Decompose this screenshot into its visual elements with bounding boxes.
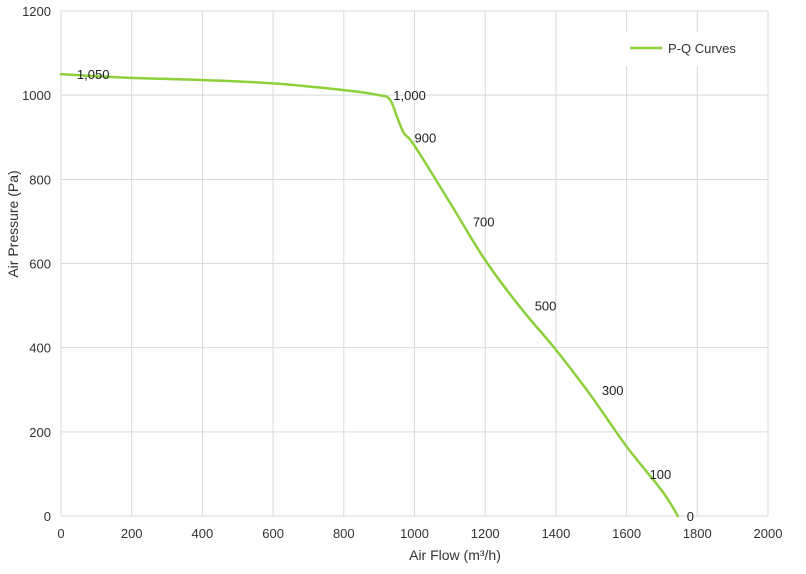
x-tick-label-800: 800	[333, 526, 355, 541]
legend-label-pq: P-Q Curves	[668, 41, 736, 56]
data-label-3: 700	[473, 214, 495, 229]
x-tick-label-1600: 1600	[612, 526, 641, 541]
x-tick-labels: 0 200 400 600 800 1000 1200 1400 1600 1800 2000	[57, 526, 782, 541]
data-label-7: 0	[687, 509, 694, 524]
data-label-1: 1,000	[393, 88, 426, 103]
x-tick-label-600: 600	[262, 526, 284, 541]
x-tick-label-1400: 1400	[541, 526, 570, 541]
x-tick-label-1000: 1000	[400, 526, 429, 541]
x-tick-label-0: 0	[57, 526, 64, 541]
data-label-6: 100	[650, 467, 672, 482]
data-label-0: 1,050	[77, 67, 110, 82]
legend: P-Q Curves	[618, 32, 758, 66]
series-layer	[59, 72, 680, 518]
y-tick-label-0: 0	[44, 509, 51, 524]
y-tick-label-400: 400	[29, 341, 51, 356]
y-tick-labels: 0 200 400 600 800 1000 1200	[22, 4, 51, 524]
x-tick-label-1800: 1800	[683, 526, 712, 541]
data-label-5: 300	[602, 383, 624, 398]
grid	[60, 10, 769, 517]
y-axis-title: Air Pressure (Pa)	[5, 170, 21, 277]
data-label-4: 500	[535, 299, 557, 314]
y-tick-label-1000: 1000	[22, 88, 51, 103]
y-tick-label-1200: 1200	[22, 4, 51, 19]
series-line-0	[59, 72, 680, 518]
data-label-2: 900	[415, 130, 437, 145]
data-labels: 1,050 1,000 900 700 500 300 100 0	[77, 67, 694, 524]
y-tick-label-600: 600	[29, 257, 51, 272]
x-axis-title: Air Flow (m³/h)	[409, 547, 501, 563]
x-tick-label-2000: 2000	[754, 526, 783, 541]
x-tick-label-200: 200	[121, 526, 143, 541]
x-tick-label-1200: 1200	[471, 526, 500, 541]
y-tick-label-800: 800	[29, 172, 51, 187]
y-tick-label-200: 200	[29, 425, 51, 440]
x-tick-label-400: 400	[192, 526, 214, 541]
